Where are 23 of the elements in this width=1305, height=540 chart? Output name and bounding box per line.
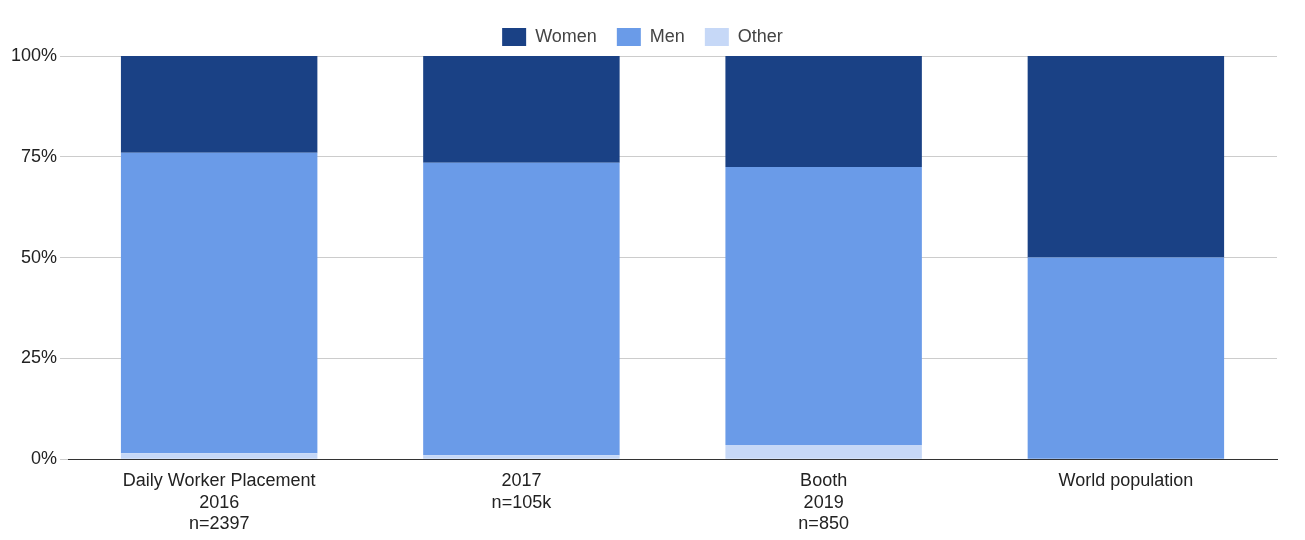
bar bbox=[423, 455, 620, 459]
y-tick-label: 75% bbox=[21, 145, 58, 166]
bar bbox=[423, 162, 620, 456]
y-tick-label: 25% bbox=[21, 347, 58, 368]
bar bbox=[725, 445, 922, 459]
x-tick-label: Booth 2019 n=850 bbox=[798, 469, 849, 534]
x-tick-label: Daily Worker Placement 2016 n=2397 bbox=[122, 469, 316, 534]
bar bbox=[725, 166, 922, 446]
legend-label: Other bbox=[737, 25, 783, 46]
y-tick-label: 0% bbox=[31, 448, 58, 469]
legend-label: Women bbox=[535, 25, 597, 46]
bar bbox=[725, 56, 922, 167]
bar bbox=[120, 56, 318, 153]
bar bbox=[1027, 257, 1225, 459]
y-tick-label: 100% bbox=[10, 44, 58, 65]
y-tick-label: 50% bbox=[21, 246, 58, 267]
bar bbox=[1027, 56, 1225, 258]
x-tick-label: 2017 n=105k bbox=[491, 469, 553, 512]
legend-label: Men bbox=[649, 25, 685, 46]
bar bbox=[120, 453, 318, 459]
x-tick-label: World population bbox=[1058, 469, 1194, 490]
bar bbox=[120, 152, 318, 454]
bar bbox=[423, 56, 620, 163]
